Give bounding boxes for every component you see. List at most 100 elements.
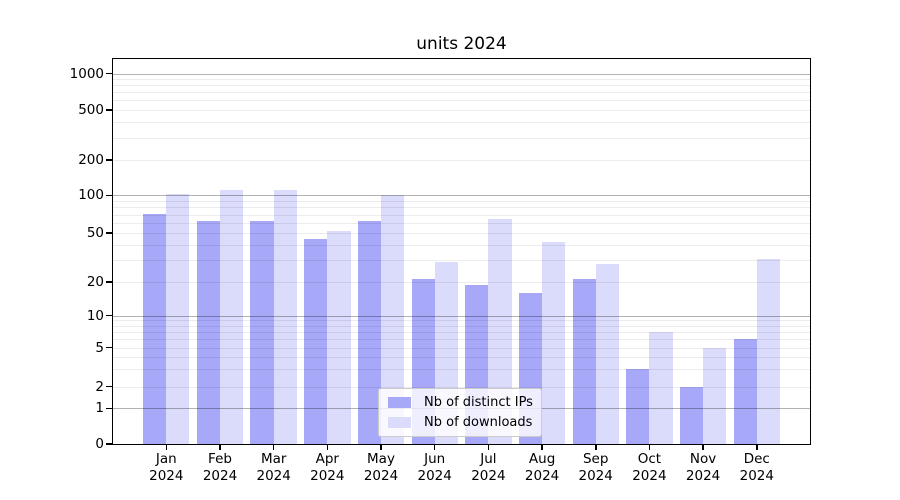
- legend-label-distinct-ips: Nb of distinct IPs: [424, 395, 533, 410]
- minor-gridline-6: [113, 339, 810, 341]
- bar-distinct-ips-dec: [733, 339, 757, 444]
- x-tick-mark-jul: [487, 444, 490, 450]
- bar-downloads-oct: [649, 332, 673, 444]
- x-tick-label-dec: Dec 2024: [739, 451, 774, 484]
- y-tick-mark-1000: [106, 72, 112, 75]
- x-tick-mark-jun: [433, 444, 436, 450]
- minor-gridline-5: [113, 347, 810, 349]
- minor-gridline-90: [113, 201, 810, 202]
- legend-swatch-distinct-ips: [388, 397, 411, 408]
- minor-gridline-9: [113, 320, 810, 322]
- y-tick-mark-20: [106, 281, 112, 283]
- x-tick-label-nov: Nov 2024: [685, 451, 721, 484]
- x-tick-label-aug: Aug 2024: [524, 451, 560, 484]
- y-tick-label-20: 20: [86, 274, 104, 290]
- y-tick-label-50: 50: [86, 225, 104, 241]
- y-tick-label-5: 5: [95, 339, 104, 356]
- y-tick-mark-0: [106, 443, 112, 445]
- x-tick-label-oct: Oct 2024: [632, 451, 667, 484]
- x-tick-label-jun: Jun 2024: [417, 451, 452, 484]
- minor-gridline-70: [113, 214, 810, 216]
- y-tick-mark-5: [106, 346, 112, 349]
- y-tick-mark-50: [106, 232, 112, 234]
- y-tick-label-200: 200: [78, 152, 104, 168]
- bar-downloads-may: [381, 195, 405, 444]
- legend-item-downloads: Nb of downloads: [388, 415, 532, 430]
- minor-gridline-30: [113, 260, 810, 262]
- bar-downloads-dec: [756, 258, 780, 444]
- x-tick-label-may: May 2024: [363, 451, 399, 484]
- x-tick-mark-nov: [702, 444, 704, 450]
- minor-gridline-200: [113, 160, 810, 161]
- y-tick-label-0: 0: [95, 436, 104, 452]
- y-tick-mark-2: [106, 385, 112, 388]
- x-tick-mark-feb: [219, 444, 221, 450]
- x-tick-mark-aug: [541, 444, 543, 450]
- x-tick-label-jul: Jul 2024: [471, 451, 506, 484]
- x-tick-mark-dec: [756, 444, 758, 450]
- y-tick-mark-10: [106, 314, 112, 317]
- plot-area: Nb of distinct IPs Nb of downloads: [113, 60, 810, 444]
- bar-distinct-ips-may: [357, 221, 381, 444]
- x-tick-label-feb: Feb 2024: [202, 451, 238, 484]
- minor-gridline-80: [113, 207, 810, 209]
- legend-label-downloads: Nb of downloads: [424, 415, 533, 430]
- minor-gridline-300: [113, 137, 810, 139]
- bar-downloads-nov: [703, 347, 727, 444]
- minor-gridline-600: [113, 100, 810, 102]
- y-tick-label-10: 10: [86, 307, 104, 324]
- y-tick-mark-100: [106, 194, 112, 197]
- legend-swatch-downloads: [388, 417, 411, 428]
- bar-distinct-ips-apr: [304, 238, 328, 444]
- legend: Nb of distinct IPs Nb of downloads: [378, 388, 542, 437]
- bar-distinct-ips-jan: [143, 213, 167, 444]
- x-tick-label-apr: Apr 2024: [310, 451, 345, 484]
- major-gridline-10: [113, 315, 810, 317]
- x-tick-mark-apr: [326, 444, 329, 450]
- bar-distinct-ips-nov: [679, 386, 704, 444]
- minor-gridline-20: [113, 282, 810, 283]
- y-tick-mark-500: [106, 109, 112, 111]
- bar-downloads-jan: [166, 194, 190, 444]
- minor-gridline-400: [113, 122, 810, 124]
- x-tick-mark-oct: [648, 444, 651, 450]
- minor-gridline-60: [113, 223, 810, 225]
- minor-gridline-900: [113, 79, 810, 80]
- minor-gridline-3: [113, 369, 810, 371]
- y-tick-mark-200: [106, 159, 112, 161]
- minor-gridline-40: [113, 244, 810, 246]
- y-tick-label-1000: 1000: [69, 65, 104, 82]
- x-tick-mark-jan: [165, 444, 168, 450]
- x-tick-mark-sep: [595, 444, 597, 450]
- x-tick-label-mar: Mar 2024: [256, 451, 291, 484]
- y-tick-label-100: 100: [78, 187, 104, 204]
- minor-gridline-8: [113, 325, 810, 327]
- minor-gridline-7: [113, 332, 810, 333]
- y-tick-label-500: 500: [78, 102, 104, 118]
- y-tick-mark-1: [106, 407, 112, 410]
- bar-downloads-sep: [595, 264, 619, 444]
- chart-title: units 2024: [416, 34, 507, 54]
- x-tick-mark-may: [380, 444, 382, 450]
- minor-gridline-4: [113, 357, 810, 358]
- major-gridline-100: [113, 195, 810, 197]
- bar-downloads-jul: [488, 218, 512, 444]
- minor-gridline-50: [113, 233, 810, 234]
- bar-downloads-aug: [542, 242, 566, 444]
- major-gridline-1000: [113, 73, 810, 75]
- minor-gridline-800: [113, 85, 810, 87]
- x-tick-mark-mar: [272, 444, 275, 450]
- minor-gridline-2: [113, 386, 810, 388]
- bar-distinct-ips-oct: [626, 369, 650, 444]
- bar-distinct-ips-feb: [196, 221, 220, 444]
- bar-downloads-feb: [219, 190, 244, 444]
- minor-gridline-700: [113, 92, 810, 94]
- x-tick-label-sep: Sep 2024: [578, 451, 613, 484]
- minor-gridline-500: [113, 110, 810, 111]
- bar-downloads-apr: [327, 230, 351, 444]
- legend-item-distinct-ips: Nb of distinct IPs: [388, 395, 533, 410]
- y-tick-label-1: 1: [95, 400, 104, 417]
- x-tick-label-jan: Jan 2024: [149, 451, 184, 484]
- y-tick-label-2: 2: [95, 378, 104, 395]
